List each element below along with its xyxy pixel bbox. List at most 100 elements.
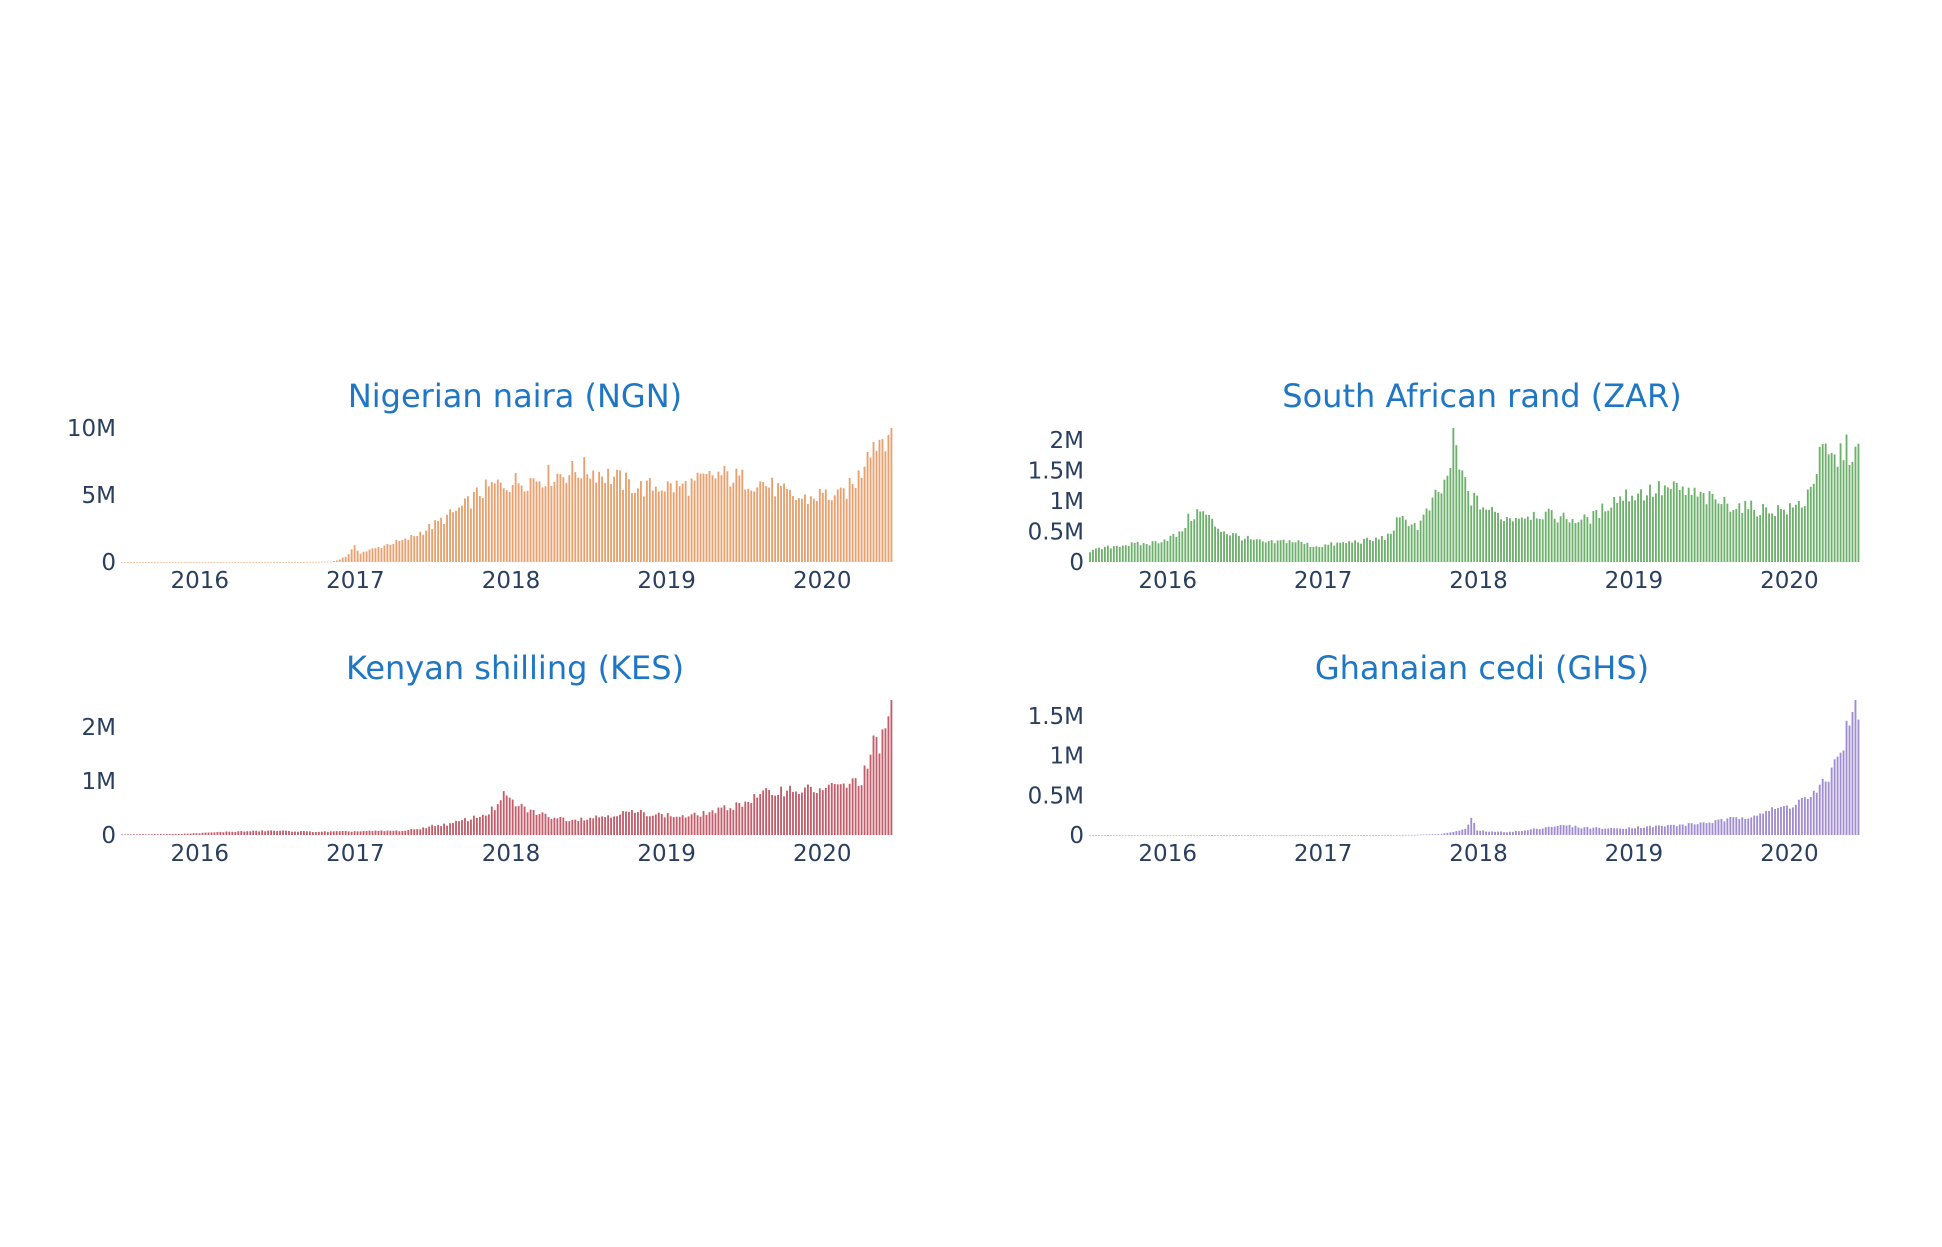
bar — [156, 834, 159, 835]
bar — [875, 450, 878, 562]
bar — [1526, 516, 1529, 562]
bar — [1270, 540, 1273, 562]
bar — [559, 474, 562, 562]
y-tick-label: 5M — [82, 483, 116, 509]
bar — [428, 524, 431, 562]
x-tick-label: 2019 — [1605, 568, 1664, 594]
bar — [1744, 500, 1747, 562]
bar — [508, 492, 511, 562]
bar — [714, 478, 717, 562]
bar — [875, 737, 878, 835]
bar — [1753, 815, 1756, 835]
bar — [1506, 517, 1508, 562]
bar — [1547, 826, 1550, 835]
bar — [580, 817, 583, 835]
bar — [1309, 835, 1312, 836]
bar — [1178, 531, 1181, 562]
bar — [1512, 521, 1514, 562]
bar — [1836, 756, 1839, 835]
bar — [207, 832, 210, 835]
bar — [1130, 542, 1133, 562]
bar — [1136, 835, 1139, 836]
bar — [1386, 835, 1389, 836]
bar — [1279, 835, 1282, 836]
bar — [314, 561, 317, 563]
bar — [440, 826, 443, 835]
bar — [634, 812, 636, 835]
bar — [1437, 491, 1440, 562]
bar — [1321, 835, 1324, 836]
bar — [1339, 542, 1342, 562]
bar — [183, 562, 186, 563]
bar — [1419, 834, 1422, 836]
bar — [741, 469, 744, 562]
bar — [305, 561, 308, 563]
bar — [273, 562, 276, 563]
bar — [1217, 835, 1219, 836]
bar — [326, 831, 329, 835]
bar — [490, 482, 493, 562]
bar — [1446, 832, 1449, 835]
bar — [475, 817, 478, 835]
bar — [1291, 542, 1294, 562]
bar — [1389, 533, 1392, 562]
bar — [1330, 835, 1333, 836]
bar — [511, 799, 514, 835]
bar — [1517, 518, 1520, 562]
bar — [1851, 711, 1854, 835]
bar — [159, 833, 162, 835]
bar — [1681, 486, 1684, 562]
bar — [1264, 835, 1267, 836]
bar — [1100, 549, 1103, 562]
y-tick-label: 0 — [101, 550, 116, 576]
bar — [1702, 492, 1705, 562]
bar — [1842, 460, 1845, 562]
bar — [1360, 543, 1362, 562]
bar — [1541, 828, 1544, 835]
bar — [1109, 835, 1112, 836]
bar — [1467, 824, 1470, 835]
bar — [1124, 835, 1127, 836]
bar — [505, 490, 508, 562]
bar — [1106, 835, 1109, 836]
bar — [288, 830, 290, 835]
bar — [362, 551, 365, 562]
bar — [446, 825, 448, 835]
bar — [458, 821, 460, 835]
bar — [774, 795, 777, 835]
bar — [1646, 495, 1648, 562]
bar — [1577, 522, 1580, 562]
bar — [1092, 835, 1094, 836]
bar — [1479, 509, 1482, 562]
bar — [502, 791, 505, 835]
bar — [1497, 512, 1499, 562]
bar — [1678, 489, 1681, 562]
x-axis-labels: 2016 2017 2018 2019 2020 — [171, 841, 852, 867]
bar — [681, 815, 684, 835]
bar — [547, 464, 550, 562]
bar — [1205, 835, 1208, 836]
bar — [1628, 827, 1631, 835]
bar — [1175, 536, 1178, 562]
bar — [631, 493, 633, 562]
bar — [1363, 835, 1365, 836]
bar — [1309, 547, 1312, 562]
bar — [884, 451, 887, 562]
bar — [792, 791, 794, 835]
bar — [1303, 544, 1306, 562]
bar — [1696, 824, 1699, 835]
bar — [401, 540, 404, 562]
bar — [1619, 496, 1622, 562]
bar — [1214, 526, 1217, 562]
bar — [189, 562, 192, 563]
bar — [1803, 506, 1806, 562]
y-tick-label: 0 — [1069, 550, 1084, 576]
x-tick-label: 2016 — [1138, 841, 1197, 867]
y-tick-label: 1M — [1050, 489, 1084, 515]
bar — [783, 796, 785, 835]
bar — [547, 817, 550, 835]
bar — [1768, 810, 1771, 835]
bar — [595, 482, 598, 562]
bar — [416, 535, 419, 562]
bar — [434, 520, 437, 562]
